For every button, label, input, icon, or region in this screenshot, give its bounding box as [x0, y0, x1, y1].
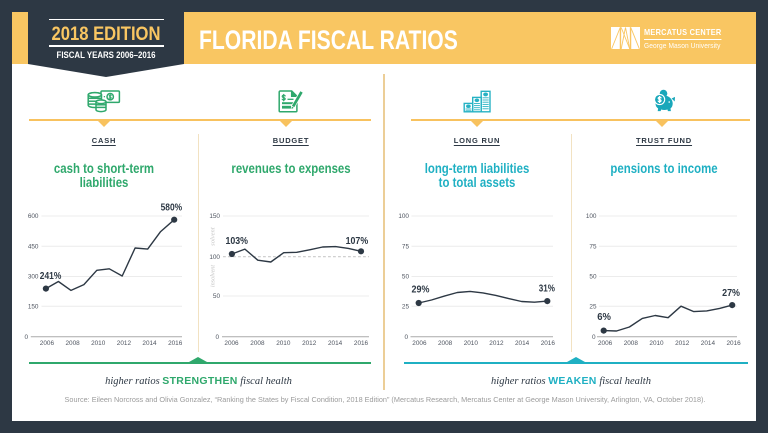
svg-text:2014: 2014	[515, 340, 530, 347]
svg-text:2006: 2006	[40, 340, 55, 347]
svg-text:2008: 2008	[250, 340, 265, 347]
svg-text:107%: 107%	[346, 235, 369, 247]
svg-text:103%: 103%	[226, 235, 249, 247]
svg-text:2014: 2014	[701, 340, 716, 347]
svg-text:2010: 2010	[649, 340, 664, 347]
svg-text:2014: 2014	[142, 340, 157, 347]
svg-text:2016: 2016	[168, 340, 183, 347]
svg-text:31%: 31%	[539, 282, 556, 294]
svg-text:2012: 2012	[489, 340, 504, 347]
svg-text:50: 50	[213, 293, 221, 300]
svg-text:2012: 2012	[675, 340, 690, 347]
svg-text:450: 450	[28, 244, 39, 251]
svg-text:0: 0	[404, 334, 408, 341]
svg-text:100: 100	[586, 213, 597, 220]
svg-text:2008: 2008	[624, 340, 639, 347]
svg-text:50: 50	[589, 274, 597, 281]
svg-text:29%: 29%	[412, 284, 430, 296]
svg-text:2010: 2010	[464, 340, 479, 347]
svg-text:2006: 2006	[412, 340, 427, 347]
svg-text:600: 600	[28, 213, 39, 220]
svg-text:100: 100	[209, 254, 220, 261]
svg-text:100: 100	[398, 213, 409, 220]
svg-text:2008: 2008	[438, 340, 453, 347]
svg-text:300: 300	[28, 274, 39, 281]
svg-text:0: 0	[592, 334, 596, 341]
svg-text:25: 25	[402, 303, 410, 310]
svg-text:solvent: solvent	[210, 227, 217, 246]
svg-text:2014: 2014	[328, 340, 343, 347]
svg-text:0: 0	[24, 334, 28, 341]
svg-text:580%: 580%	[161, 202, 183, 214]
svg-text:50: 50	[402, 274, 410, 281]
svg-text:2012: 2012	[302, 340, 317, 347]
svg-text:241%: 241%	[40, 270, 62, 282]
svg-text:2016: 2016	[541, 340, 556, 347]
svg-text:insolvent: insolvent	[210, 265, 217, 287]
svg-text:2010: 2010	[276, 340, 291, 347]
svg-text:6%: 6%	[597, 311, 611, 323]
svg-text:2008: 2008	[65, 340, 80, 347]
svg-text:2016: 2016	[726, 340, 741, 347]
svg-text:25: 25	[589, 303, 597, 310]
svg-text:2012: 2012	[117, 340, 132, 347]
svg-text:150: 150	[28, 303, 39, 310]
svg-text:27%: 27%	[722, 287, 740, 299]
svg-text:0: 0	[215, 334, 219, 341]
svg-text:2006: 2006	[598, 340, 613, 347]
svg-text:2010: 2010	[91, 340, 106, 347]
svg-text:75: 75	[402, 244, 410, 251]
svg-text:75: 75	[589, 244, 597, 251]
svg-text:2016: 2016	[354, 340, 369, 347]
svg-text:2006: 2006	[224, 340, 239, 347]
svg-text:150: 150	[209, 213, 220, 220]
